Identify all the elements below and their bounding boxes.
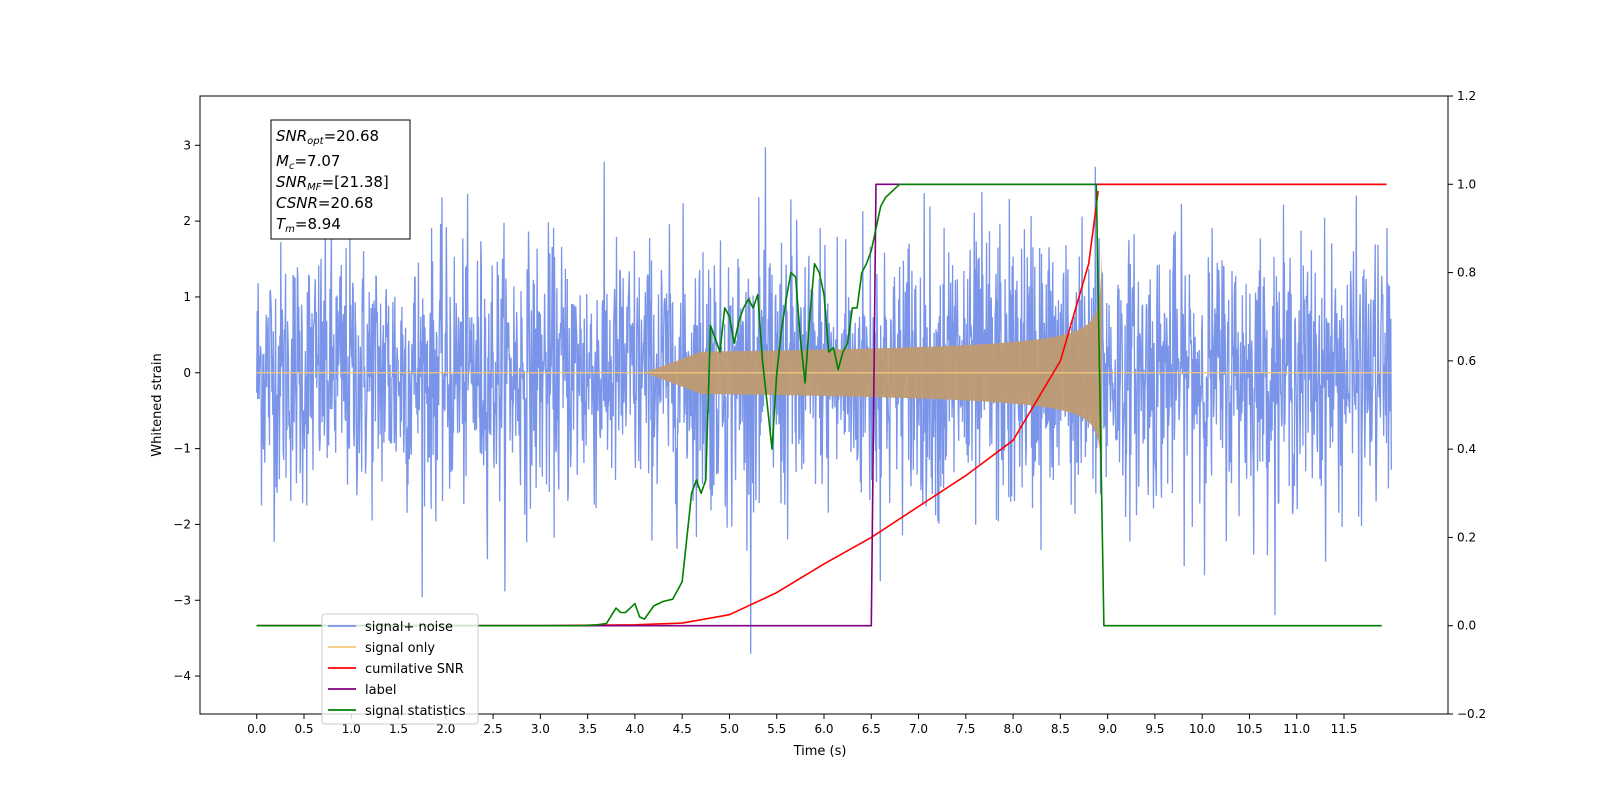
annotation-snr-opt: SNRopt=20.68 — [276, 127, 379, 147]
x-tick-label: 9.5 — [1145, 722, 1164, 736]
legend: signal+ noise signal only cumilative SNR la… — [321, 613, 479, 725]
x-tick-label: 10.5 — [1236, 722, 1263, 736]
x-tick-label: 8.0 — [1004, 722, 1023, 736]
annotation-tm: Tm=8.94 — [276, 215, 341, 235]
legend-label: signal statistics — [365, 704, 466, 719]
y-axis-right: −0.2 0.0 0.2 0.4 0.6 0.8 1.0 1.2 — [1448, 89, 1486, 721]
y-left-tick-label: −3 — [173, 593, 191, 607]
x-tick-label: 4.5 — [673, 722, 692, 736]
y-left-tick-label: −2 — [173, 517, 191, 531]
x-tick-label: 1.5 — [389, 722, 408, 736]
x-tick-label: 7.0 — [909, 722, 928, 736]
y-right-tick-label: 0.6 — [1457, 354, 1476, 368]
cumulative-snr-line — [256, 190, 1099, 627]
x-tick-label: 2.5 — [484, 722, 503, 736]
y-right-tick-label: 0.4 — [1457, 442, 1476, 456]
x-tick-label: 4.0 — [625, 722, 644, 736]
x-tick-label: 11.0 — [1283, 722, 1310, 736]
y-right-tick-label: 0.2 — [1457, 530, 1476, 544]
x-tick-label: 8.5 — [1051, 722, 1070, 736]
x-tick-label: 11.5 — [1331, 722, 1358, 736]
legend-label: cumilative SNR — [365, 662, 464, 677]
x-tick-label: 6.0 — [814, 722, 833, 736]
x-tick-label: 5.5 — [767, 722, 786, 736]
x-tick-label: 3.0 — [531, 722, 550, 736]
y-axis-label: Whitened strain — [150, 353, 165, 456]
y-left-tick-label: 0 — [183, 366, 191, 380]
y-right-tick-label: 1.2 — [1457, 89, 1476, 103]
annotation-mc: Mc=7.07 — [276, 152, 340, 172]
y-right-tick-label: 0.0 — [1457, 619, 1476, 633]
legend-label: label — [365, 683, 396, 698]
y-left-tick-label: −1 — [173, 442, 191, 456]
x-tick-label: 7.5 — [956, 722, 975, 736]
annotation-snr-mf: SNRMF=[21.38] — [276, 173, 389, 193]
y-right-tick-label: −0.2 — [1457, 707, 1486, 721]
signal-noise-line — [256, 147, 1392, 654]
x-tick-label: 6.5 — [862, 722, 881, 736]
y-left-tick-label: 3 — [183, 138, 191, 152]
y-left-tick-label: 2 — [183, 214, 191, 228]
legend-label: signal only — [365, 641, 435, 656]
x-tick-label: 10.0 — [1189, 722, 1216, 736]
y-right-tick-label: 0.8 — [1457, 266, 1476, 280]
y-left-tick-label: −4 — [173, 669, 191, 683]
y-axis-left: −4 −3 −2 −1 0 1 2 3 — [173, 138, 200, 683]
x-tick-label: 3.5 — [578, 722, 597, 736]
annotation-box: SNRopt=20.68 Mc=7.07 SNRMF=[21.38] CSNR=… — [270, 119, 411, 240]
x-tick-label: 5.0 — [720, 722, 739, 736]
signal-statistics-line — [256, 183, 1382, 627]
y-left-tick-label: 1 — [183, 290, 191, 304]
x-tick-label: 2.0 — [436, 722, 455, 736]
y-right-tick-label: 1.0 — [1457, 177, 1476, 191]
signal-noise-series — [256, 147, 1392, 654]
x-tick-label: 9.0 — [1098, 722, 1117, 736]
annotation-csnr: CSNR=20.68 — [276, 194, 373, 212]
x-tick-label: 0.0 — [247, 722, 266, 736]
legend-label: signal+ noise — [365, 620, 453, 635]
signal-only-series — [256, 252, 1392, 494]
x-axis: 0.0 0.5 1.0 1.5 2.0 2.5 3.0 3.5 4.0 4.5 5.0 5.5 6.0 6… — [247, 714, 1357, 736]
x-tick-label: 0.5 — [294, 722, 313, 736]
x-tick-label: 1.0 — [342, 722, 361, 736]
x-axis-label: Time (s) — [793, 744, 847, 759]
